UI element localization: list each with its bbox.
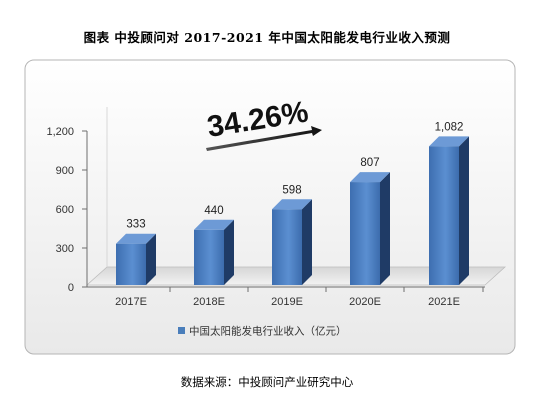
bar-value-label: 598 xyxy=(282,184,301,196)
bar-top xyxy=(194,219,234,230)
bar-2021E: 1,082 xyxy=(429,121,469,285)
growth-arrow xyxy=(206,126,322,151)
bar-2019E: 598 xyxy=(272,184,312,285)
bar-2017E: 333 xyxy=(116,219,156,285)
bar-value-label: 440 xyxy=(204,205,223,217)
x-tick-label: 2021E xyxy=(428,296,460,308)
bar-front xyxy=(429,146,459,285)
bar-value-label: 333 xyxy=(126,219,145,231)
bar-front xyxy=(350,182,380,285)
bar-top xyxy=(116,233,156,244)
x-tick-label: 2019E xyxy=(271,296,303,308)
legend: 中国太阳能发电行业收入（亿元） xyxy=(178,325,347,338)
y-tick-label: 900 xyxy=(56,165,74,177)
y-tick-label: 1,200 xyxy=(46,126,74,138)
chart-title: 图表 中投顾问对 2017-2021 年中国太阳能发电行业收入预测 xyxy=(83,30,451,45)
legend-label: 中国太阳能发电行业收入（亿元） xyxy=(189,325,347,338)
legend-swatch xyxy=(178,327,185,334)
bar-side xyxy=(302,199,312,285)
bar-side xyxy=(146,233,156,285)
bar-top xyxy=(272,199,312,210)
bar-top xyxy=(350,172,390,183)
bar-front xyxy=(272,209,302,285)
bar-front xyxy=(116,243,146,285)
y-tick-label: 600 xyxy=(56,204,74,216)
bar-front xyxy=(194,229,224,285)
source-note: 数据来源：中投顾问产业研究中心 xyxy=(180,375,354,389)
bar-value-label: 807 xyxy=(360,157,379,169)
bar-side xyxy=(459,136,469,285)
x-tick-label: 2018E xyxy=(193,296,225,308)
bar-side xyxy=(380,172,390,285)
y-tick-label: 300 xyxy=(56,243,74,255)
bar-value-label: 1,082 xyxy=(435,121,464,133)
y-tick-label: 0 xyxy=(68,282,74,294)
x-tick-label: 2020E xyxy=(349,296,381,308)
bar-2020E: 807 xyxy=(350,157,390,285)
bar-top xyxy=(429,136,469,147)
bar-side xyxy=(224,219,234,285)
bar-2018E: 440 xyxy=(194,205,234,285)
x-tick-label: 2017E xyxy=(115,296,147,308)
